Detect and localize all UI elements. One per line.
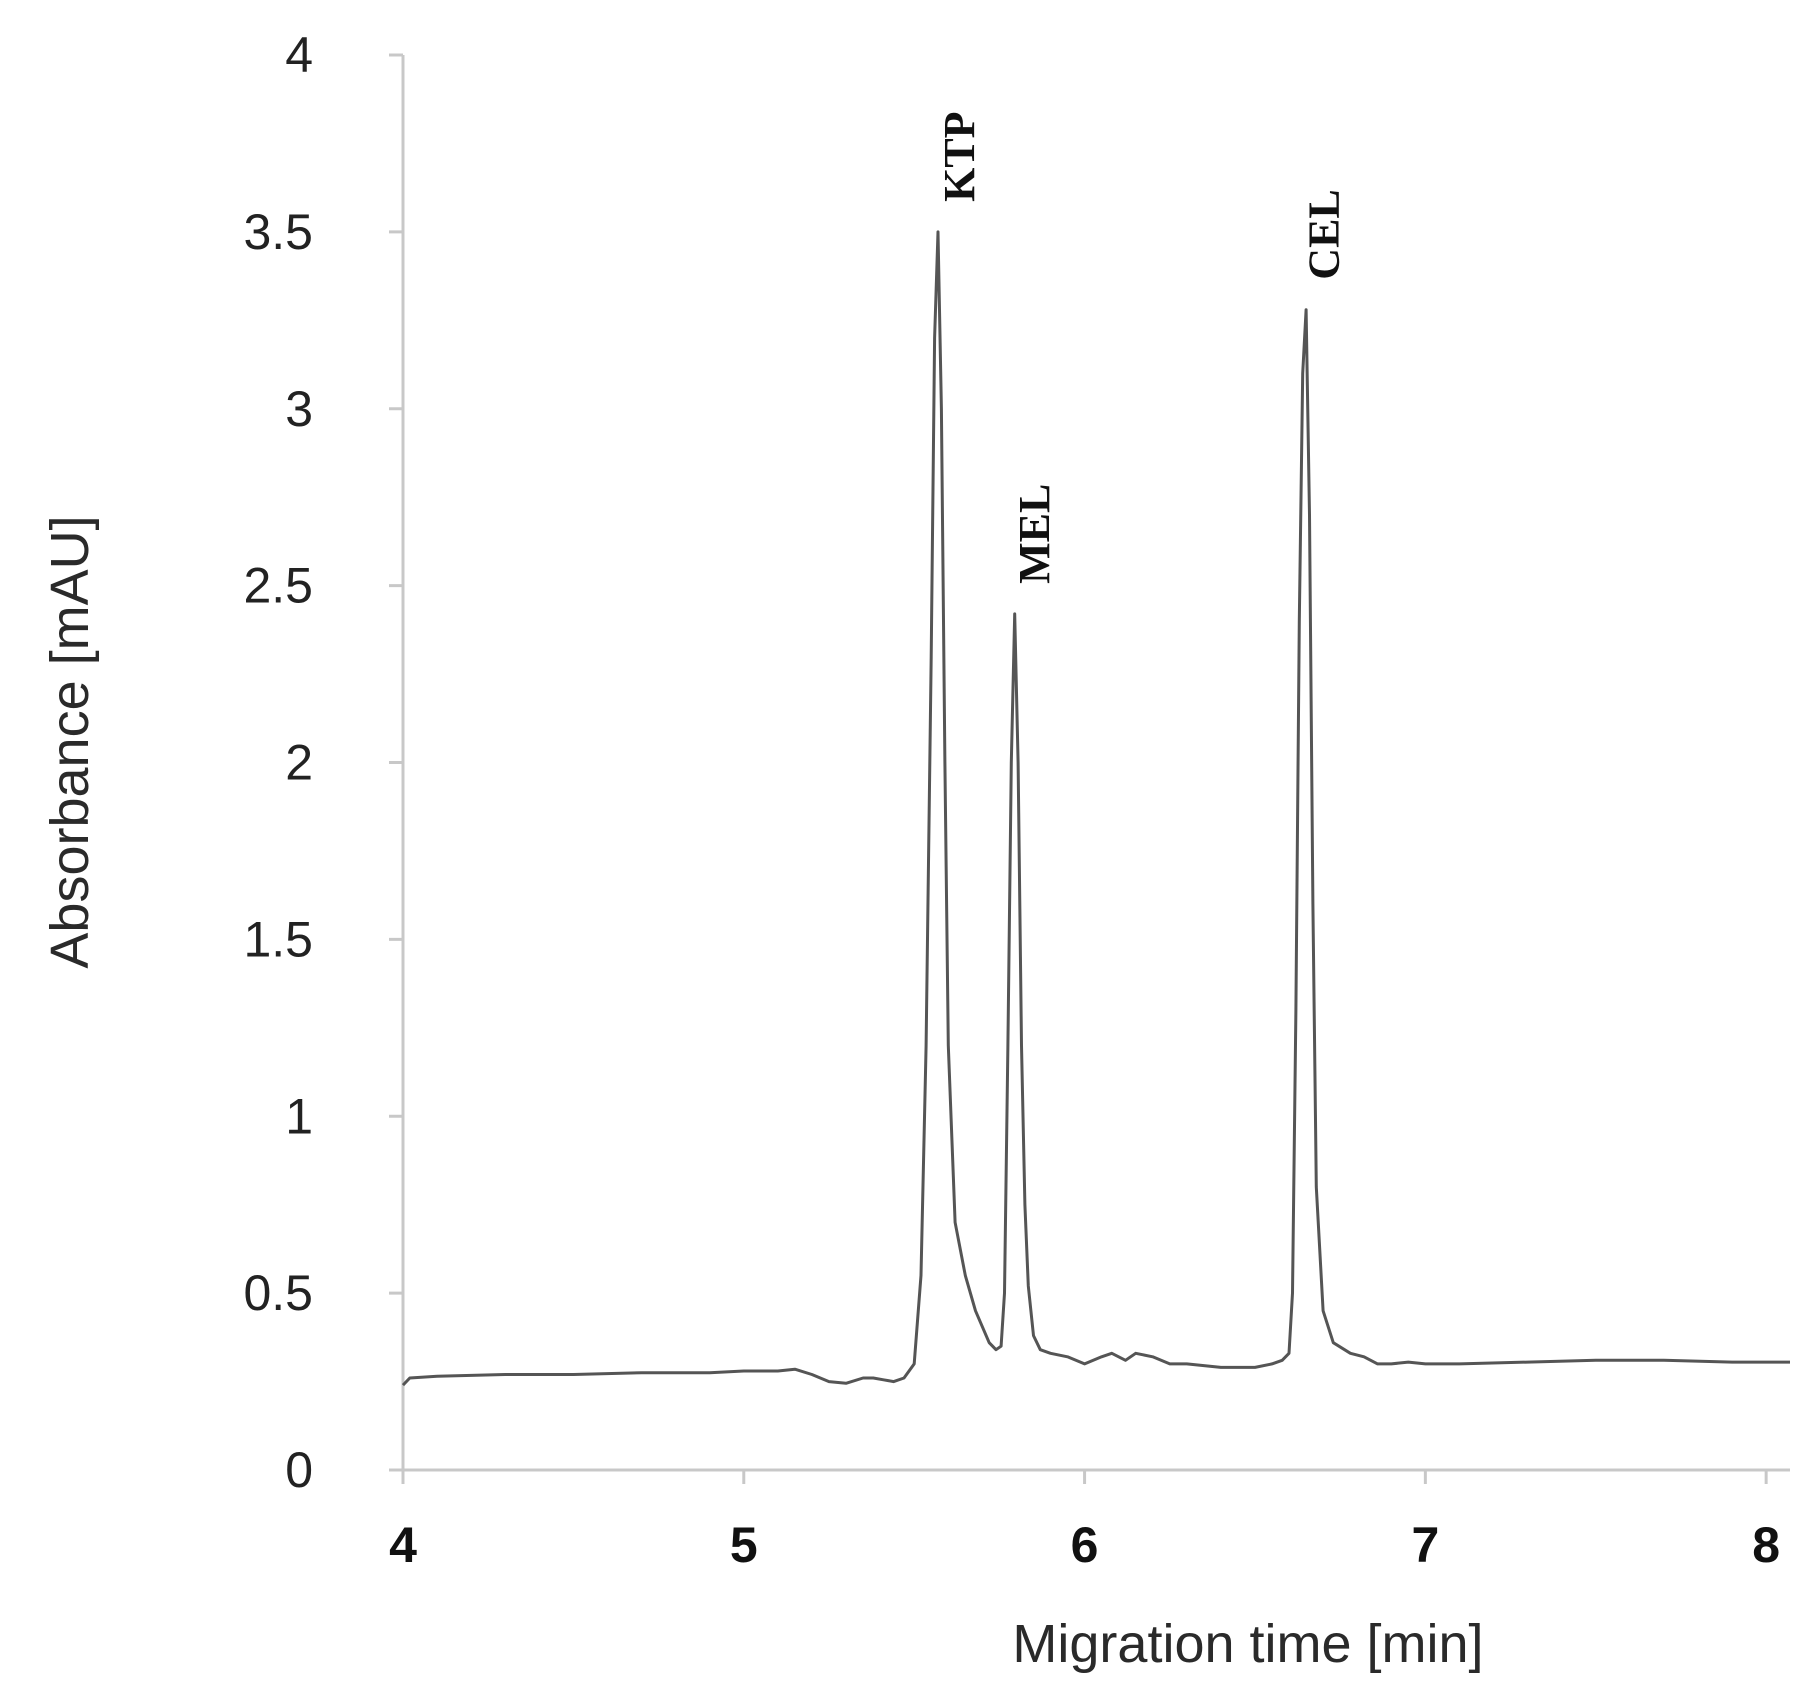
- peak-label-ktp: KTP: [935, 111, 984, 201]
- y-tick-label: 3.5: [243, 204, 313, 260]
- x-tick-label: 8: [1752, 1517, 1780, 1573]
- y-tick-label: 0.5: [243, 1265, 313, 1321]
- absorbance-trace-line: [401, 230, 1790, 1387]
- y-tick-label: 1: [285, 1088, 313, 1144]
- y-tick-label: 3: [285, 381, 313, 437]
- y-tick-label: 2.5: [243, 558, 313, 614]
- y-tick-label: 4: [285, 27, 313, 83]
- peak-label-mel: MEL: [1010, 484, 1059, 584]
- x-ticks: 4 5 6 7 8: [389, 1470, 1780, 1573]
- y-tick-label: 1.5: [243, 911, 313, 967]
- y-tick-label: 2: [285, 735, 313, 791]
- y-ticks: 0 0.5 1 1.5 2 2.5 3 3.5 4: [243, 27, 403, 1498]
- x-tick-label: 5: [730, 1517, 758, 1573]
- y-tick-label: 0: [285, 1442, 313, 1498]
- x-tick-label: 4: [389, 1517, 417, 1573]
- x-tick-label: 6: [1071, 1517, 1099, 1573]
- x-tick-label: 7: [1411, 1517, 1439, 1573]
- x-axis-title: Migration time [min]: [1012, 1614, 1483, 1674]
- peak-label-cel: CEL: [1300, 189, 1349, 279]
- peak-labels: KTP MEL CEL: [935, 111, 1349, 583]
- y-axis-title: Absorbance [mAU]: [40, 515, 100, 968]
- axes: [401, 55, 1790, 1472]
